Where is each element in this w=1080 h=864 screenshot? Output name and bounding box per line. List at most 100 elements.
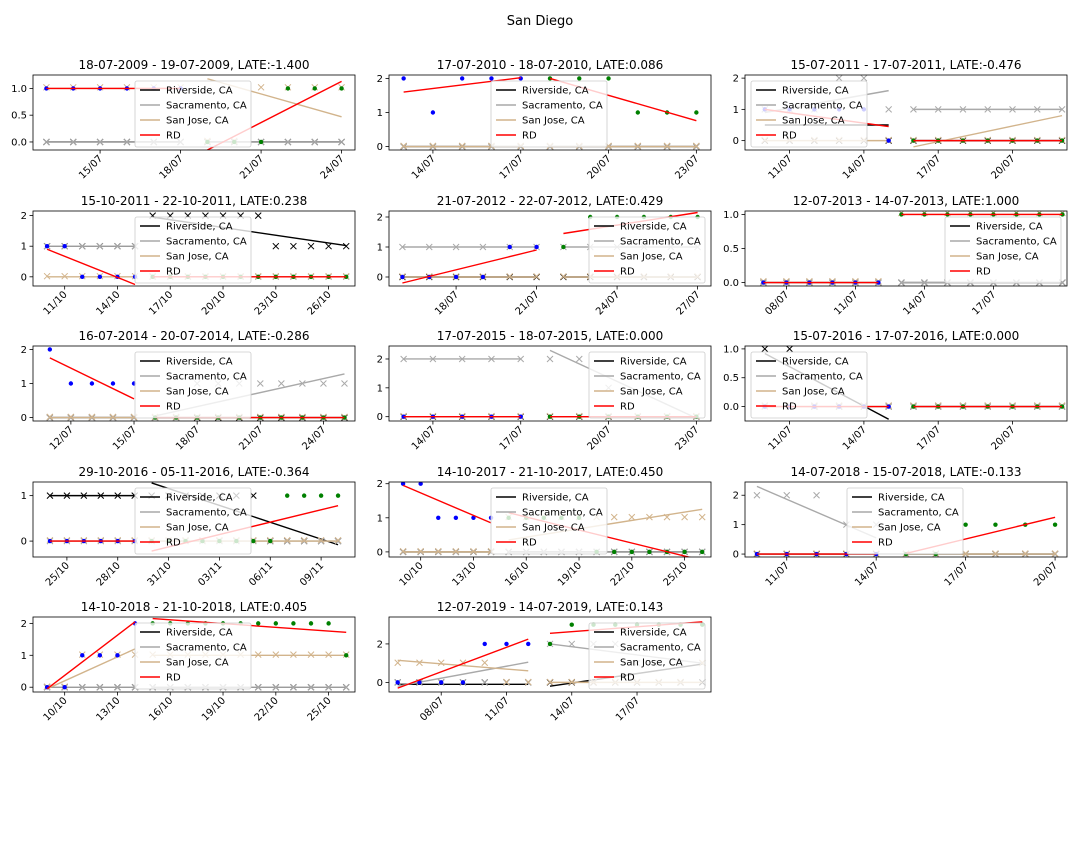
subplot-title: 14-10-2018 - 21-10-2018, LATE:0.405 (81, 600, 308, 614)
axes-frame (388, 616, 712, 693)
x-marker (300, 536, 308, 544)
x-marker (761, 346, 769, 353)
x-tick-label: 13/10 (94, 695, 122, 723)
y-tick-label: 0 (21, 537, 27, 548)
rd-point (482, 641, 487, 647)
x-marker (416, 659, 423, 667)
legend-label: RD (620, 267, 635, 278)
x-tick-label: 20/07 (989, 424, 1017, 452)
x-marker (272, 242, 280, 250)
y-tick-label: 1 (377, 513, 383, 524)
rd-point (629, 549, 635, 555)
x-tick-label: 18/07 (174, 424, 202, 452)
x-tick-label: 14/07 (901, 289, 929, 317)
legend-box (134, 487, 252, 555)
legend-label: Sacramento, CA (878, 508, 959, 519)
x-tick-label: 22/10 (609, 560, 637, 588)
legend: Riverside, CA Sacramento, CA San Jose, CA R… (134, 216, 252, 284)
rd-point (436, 515, 441, 520)
legend-label: RD (522, 538, 537, 549)
x-tick-label: 16/10 (503, 560, 531, 588)
legend-box (134, 622, 252, 690)
subplot-title: 17-07-2010 - 18-07-2010, LATE:0.086 (437, 58, 664, 72)
x-tick-label: 08/07 (763, 289, 791, 317)
y-tick-label: 0.0 (723, 402, 739, 413)
subplot-title: 29-10-2016 - 05-11-2016, LATE:-0.364 (79, 465, 310, 479)
legend-label: RD (620, 673, 635, 684)
x-marker (628, 513, 636, 521)
x-tick-label: 08/07 (418, 695, 446, 723)
subplot-9: 15-07-2016 - 17-07-2016, LATE:0.000 0.0 0.… (723, 329, 1068, 453)
x-tick-label: 20/10 (200, 289, 228, 317)
y-tick-label: 1.0 (723, 210, 739, 221)
x-tick-label: 16/10 (147, 695, 175, 723)
y-tick-label: 2 (377, 639, 383, 650)
subplot-title: 18-07-2009 - 19-07-2009, LATE:-1.400 (79, 58, 310, 72)
x-tick-label: 20/07 (1032, 560, 1060, 588)
legend-label: San Jose, CA (166, 387, 229, 398)
x-tick-label: 23/10 (253, 289, 281, 317)
rd-point (318, 493, 324, 498)
y-tick-label: 1 (21, 379, 27, 390)
legend-label: San Jose, CA (166, 252, 229, 263)
subplot-title: 21-07-2012 - 22-07-2012, LATE:0.429 (437, 194, 664, 208)
axes-frame (388, 345, 712, 422)
subplot-title: 17-07-2015 - 18-07-2015, LATE:0.000 (437, 329, 664, 343)
subplot-1: 18-07-2009 - 19-07-2009, LATE:-1.400 0.0 0… (11, 58, 356, 182)
subplot-7: 16-07-2014 - 20-07-2014, LATE:-0.2860121… (21, 329, 356, 453)
rd-point (395, 680, 400, 685)
legend: Riverside, CA Sacramento, CA San Jose, CA R… (588, 622, 706, 690)
rd-point (285, 493, 290, 498)
fit-line (402, 249, 537, 284)
legend-label: San Jose, CA (620, 387, 683, 398)
subplot-2: 17-07-2010 - 18-07-2010, LATE:0.086 0 1 2 14… (377, 58, 712, 182)
legend-label: San Jose, CA (166, 658, 229, 669)
y-tick-label: 2 (377, 479, 383, 490)
legend: Riverside, CA Sacramento, CA San Jose, CA R… (490, 80, 608, 148)
x-tick-label: 21/07 (237, 424, 265, 452)
legend: Riverside, CA Sacramento, CA San Jose, CA R… (134, 80, 252, 148)
rd-point (400, 482, 406, 486)
legend-box (588, 622, 706, 690)
x-tick-label: 17/07 (943, 560, 971, 588)
x-tick-label: 24/07 (300, 424, 328, 452)
legend: Riverside, CA Sacramento, CA San Jose, CA R… (588, 351, 706, 419)
legend-label: RD (976, 267, 991, 278)
x-marker (698, 513, 706, 521)
legend-label: Sacramento, CA (782, 372, 863, 383)
x-tick-label: 11/07 (767, 424, 795, 452)
x-marker (860, 75, 868, 82)
x-tick-label: 12/07 (48, 424, 76, 452)
legend-label: Riverside, CA (782, 86, 849, 97)
rd-point (439, 680, 444, 685)
axes-frame (744, 481, 1068, 558)
y-tick-label: 0.5 (723, 244, 739, 255)
legend-label: Riverside, CA (782, 357, 849, 368)
rd-point (256, 621, 261, 626)
x-tick-label: 26/10 (306, 289, 334, 317)
y-tick-label: 2 (377, 213, 383, 224)
x-marker (693, 142, 700, 150)
legend: Riverside, CA Sacramento, CA San Jose, CA R… (846, 487, 964, 555)
x-tick-label: 17/07 (498, 153, 526, 181)
legend-label: San Jose, CA (976, 252, 1039, 263)
x-tick-label: 14/07 (549, 695, 577, 723)
subplot-14: 12-07-2019 - 14-07-2019, LATE:0.143 0 2 08/… (377, 600, 712, 724)
x-tick-label: 25/10 (662, 560, 690, 588)
legend-label: Riverside, CA (620, 628, 687, 639)
rd-point (471, 515, 476, 520)
legend-label: RD (166, 538, 181, 549)
legend-box (750, 80, 868, 148)
legend-label: San Jose, CA (522, 523, 585, 534)
legend-label: San Jose, CA (782, 116, 845, 127)
legend: Riverside, CA Sacramento, CA San Jose, CA R… (944, 216, 1062, 284)
y-tick-label: 0 (21, 272, 27, 283)
x-marker (813, 491, 820, 499)
x-tick-label: 11/10 (42, 289, 70, 317)
rd-point (335, 493, 341, 498)
x-marker (681, 513, 688, 521)
y-tick-label: 0 (377, 412, 383, 423)
x-tick-label: 11/07 (764, 560, 792, 588)
legend-label: San Jose, CA (620, 658, 683, 669)
x-marker (575, 355, 583, 363)
